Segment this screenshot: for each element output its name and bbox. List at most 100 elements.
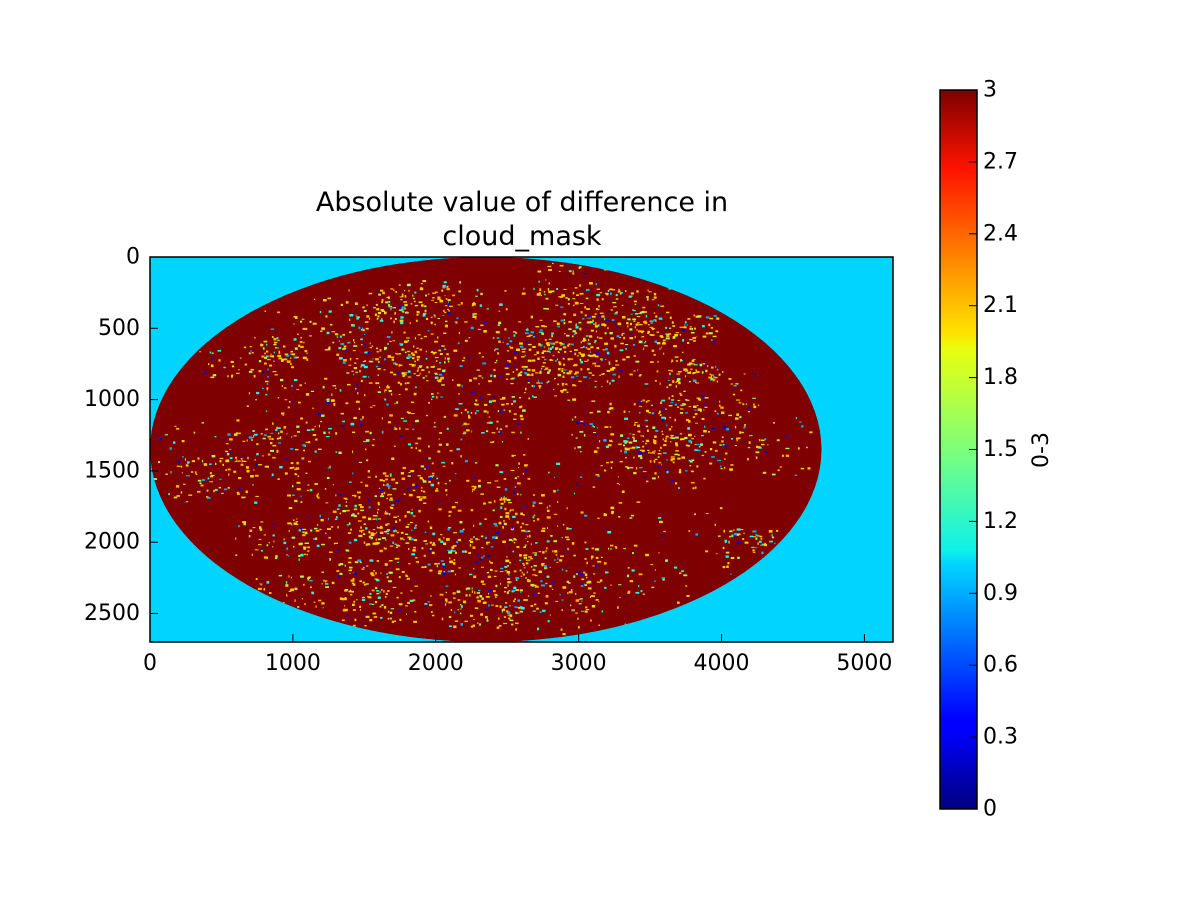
difference-pixel: [521, 356, 525, 358]
difference-pixel: [555, 360, 557, 362]
difference-pixel: [231, 375, 233, 378]
difference-pixel: [602, 373, 605, 375]
difference-pixel: [410, 401, 414, 403]
difference-pixel: [333, 403, 336, 406]
difference-pixel: [607, 410, 610, 414]
difference-pixel: [753, 405, 757, 409]
difference-pixel: [416, 347, 419, 349]
x-tick-label: 0: [143, 651, 157, 676]
difference-pixel: [633, 471, 637, 475]
difference-pixel: [436, 477, 439, 480]
difference-pixel: [391, 457, 395, 460]
difference-pixel: [462, 433, 465, 435]
difference-pixel: [348, 541, 352, 544]
difference-pixel: [578, 321, 582, 324]
difference-pixel: [433, 426, 437, 428]
difference-pixel: [307, 484, 310, 486]
difference-pixel: [694, 409, 697, 411]
difference-pixel: [545, 582, 548, 585]
difference-pixel: [563, 355, 566, 358]
difference-pixel: [519, 606, 523, 609]
difference-pixel: [457, 599, 461, 601]
difference-pixel: [591, 400, 596, 402]
difference-pixel: [574, 593, 577, 595]
difference-pixel: [609, 288, 613, 291]
y-tick-label: 1500: [84, 458, 140, 483]
difference-pixel: [604, 469, 607, 472]
difference-pixel: [326, 399, 330, 401]
difference-pixel: [227, 459, 229, 461]
difference-pixel: [272, 523, 275, 525]
difference-pixel: [752, 397, 756, 399]
difference-pixel: [639, 323, 641, 326]
difference-pixel: [480, 580, 484, 583]
difference-pixel: [368, 499, 371, 502]
difference-pixel: [364, 625, 367, 627]
difference-pixel: [500, 522, 504, 525]
difference-pixel: [371, 589, 375, 592]
difference-pixel: [360, 365, 362, 368]
difference-pixel: [298, 558, 300, 561]
difference-pixel: [486, 543, 489, 545]
difference-pixel: [338, 451, 342, 454]
difference-pixel: [307, 516, 311, 518]
difference-pixel: [346, 524, 350, 526]
difference-pixel: [620, 434, 624, 437]
difference-pixel: [520, 591, 522, 593]
difference-pixel: [454, 321, 457, 323]
difference-pixel: [773, 421, 775, 424]
difference-pixel: [375, 303, 378, 306]
difference-pixel: [422, 480, 427, 483]
difference-pixel: [351, 514, 354, 517]
difference-pixel: [595, 283, 597, 286]
difference-pixel: [309, 335, 312, 337]
difference-pixel: [164, 434, 169, 436]
difference-pixel: [500, 567, 504, 570]
difference-pixel: [574, 349, 578, 351]
difference-pixel: [277, 347, 279, 349]
difference-pixel: [327, 517, 329, 521]
difference-pixel: [655, 429, 659, 432]
difference-pixel: [561, 368, 564, 370]
difference-pixel: [315, 605, 317, 608]
difference-pixel: [381, 299, 384, 302]
difference-pixel: [397, 381, 401, 384]
difference-pixel: [389, 545, 394, 547]
difference-pixel: [407, 283, 411, 287]
difference-pixel: [704, 451, 707, 453]
difference-pixel: [654, 458, 658, 460]
difference-pixel: [600, 359, 603, 362]
difference-pixel: [412, 489, 416, 492]
difference-pixel: [360, 328, 365, 331]
difference-pixel: [283, 345, 286, 348]
difference-pixel: [583, 345, 585, 348]
difference-pixel: [744, 541, 749, 544]
difference-pixel: [545, 367, 549, 370]
difference-pixel: [283, 602, 285, 604]
difference-pixel: [277, 437, 282, 439]
difference-pixel: [619, 292, 622, 295]
difference-pixel: [503, 591, 506, 593]
difference-pixel: [524, 530, 529, 533]
difference-pixel: [354, 341, 356, 344]
difference-pixel: [575, 599, 580, 602]
difference-pixel: [379, 291, 381, 294]
difference-pixel: [690, 368, 693, 370]
difference-pixel: [388, 306, 392, 308]
difference-pixel: [552, 355, 555, 357]
difference-pixel: [679, 326, 684, 328]
difference-pixel: [581, 421, 583, 424]
difference-pixel: [291, 436, 293, 438]
difference-pixel: [621, 332, 625, 335]
difference-pixel: [460, 604, 462, 606]
difference-pixel: [472, 303, 476, 306]
difference-pixel: [579, 353, 582, 355]
difference-pixel: [256, 391, 260, 395]
difference-pixel: [381, 493, 384, 496]
difference-pixel: [749, 435, 753, 437]
difference-pixel: [254, 337, 256, 339]
difference-pixel: [610, 461, 614, 464]
difference-pixel: [434, 357, 439, 359]
difference-pixel: [566, 372, 570, 375]
difference-pixel: [685, 418, 690, 422]
